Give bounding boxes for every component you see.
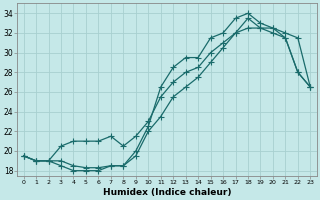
- X-axis label: Humidex (Indice chaleur): Humidex (Indice chaleur): [103, 188, 231, 197]
